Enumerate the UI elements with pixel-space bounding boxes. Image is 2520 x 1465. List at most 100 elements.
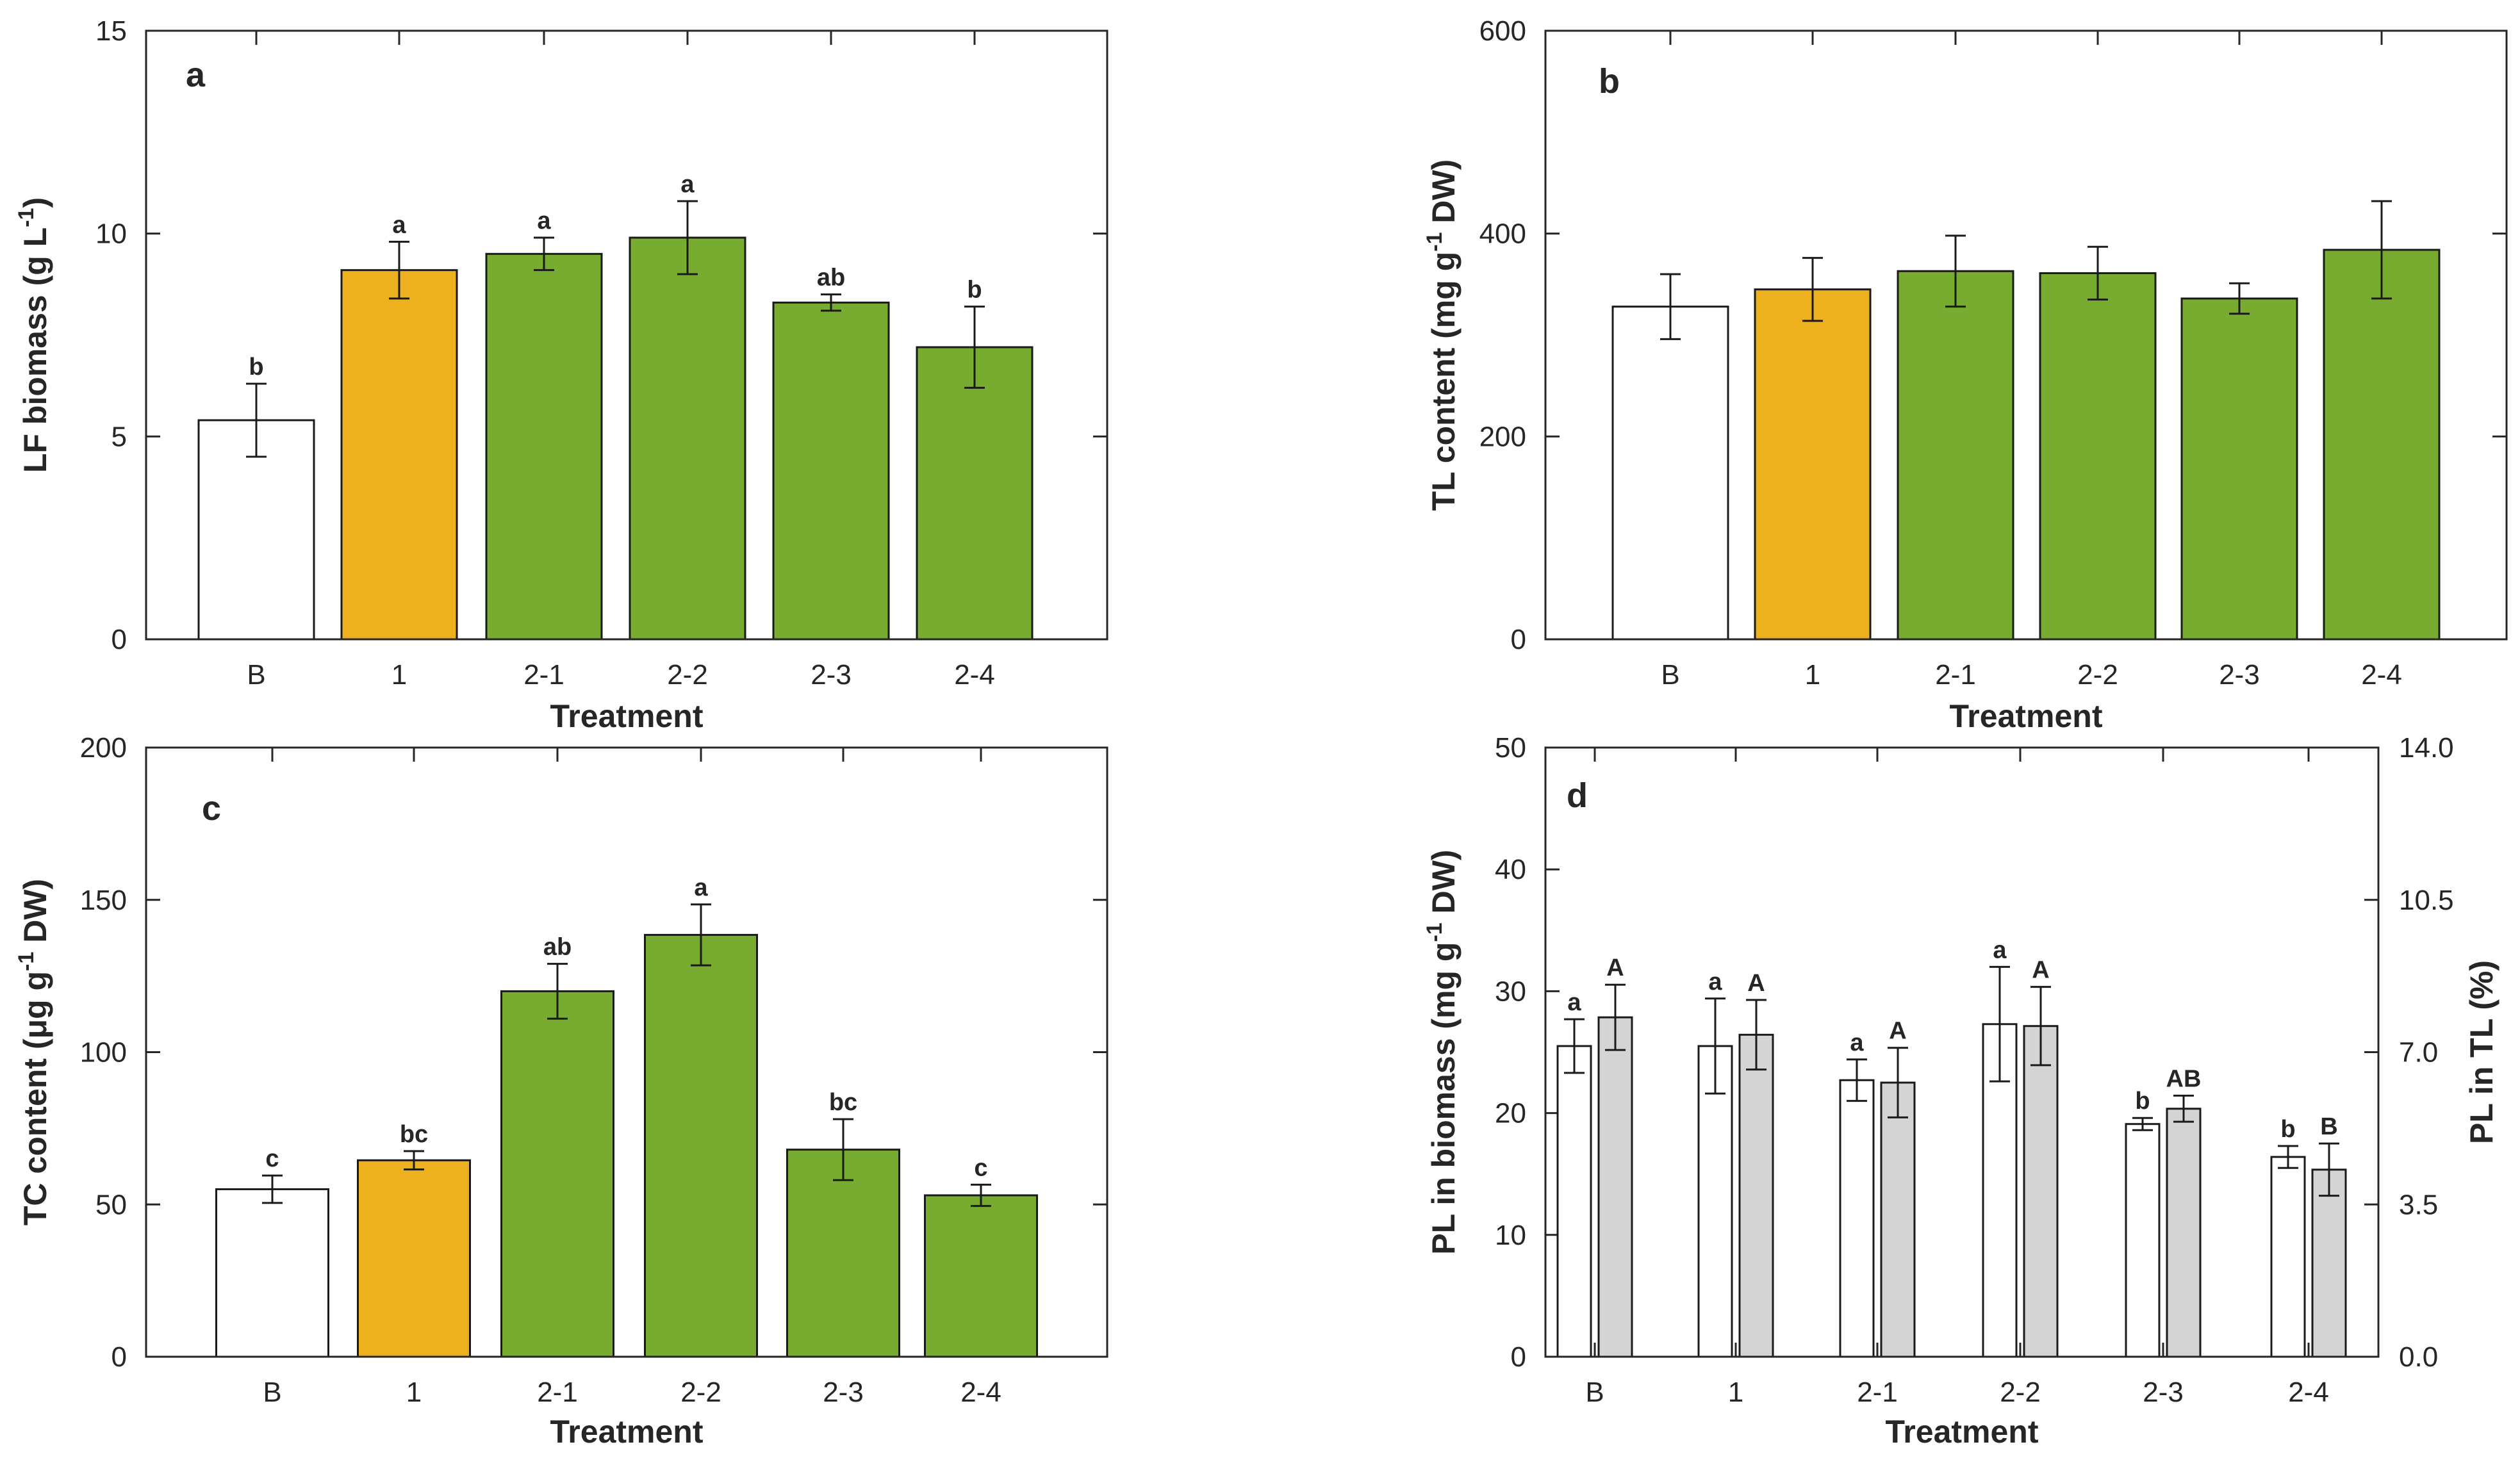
y-axis-title: LF biomass (g L-1)	[14, 197, 53, 473]
y-axis-title-superscript: -1	[14, 952, 38, 971]
significance-label: a	[1850, 1029, 1864, 1056]
significance-label: AB	[2166, 1065, 2202, 1092]
y-tick-label: 30	[1495, 976, 1526, 1007]
panel-letter: d	[1567, 776, 1588, 815]
y-tick-label: 10	[95, 218, 127, 250]
bar-pl-biomass	[1839, 1079, 1875, 1358]
bar-pl-tl	[1880, 1081, 1916, 1358]
y-axis-title: TC content (μg g-1 DW)	[14, 879, 53, 1225]
significance-label: ab	[817, 265, 845, 291]
bar	[500, 990, 614, 1358]
bar	[1897, 270, 2014, 641]
y-axis-title-tail: DW)	[1426, 849, 1462, 922]
bar	[485, 252, 603, 641]
y-tick-label: 100	[80, 1037, 127, 1068]
plot-frame	[1544, 746, 2380, 1358]
y-tick-label: 50	[95, 1189, 127, 1220]
x-tick-label: B	[247, 659, 265, 691]
x-tick-label: 1	[1805, 659, 1820, 691]
bar	[2323, 249, 2441, 641]
x-axis-title: Treatment	[550, 698, 704, 734]
y-tick-label: 0	[1511, 624, 1526, 655]
x-tick-label: 2-4	[954, 659, 995, 691]
panel-d: 0 10 20 30 40 50 0.0 3.5 7.0 10.5 14.0 PL in TL (%)…	[1422, 732, 2499, 1450]
plot-frame	[145, 29, 1108, 641]
bar	[1754, 288, 1872, 641]
y-axis-title-superscript: -1	[1422, 922, 1447, 942]
bar-pl-tl	[2166, 1108, 2202, 1358]
y-axis-title-tail: DW)	[17, 879, 53, 952]
significance-label: a	[1993, 937, 2007, 963]
y-right-tick-label: 0.0	[2399, 1341, 2438, 1373]
y-tick-label: 600	[1479, 15, 1526, 47]
y-axis-title: TL content (mg g-1 DW)	[1422, 160, 1462, 511]
significance-label: c	[265, 1145, 279, 1172]
x-axis-title: Treatment	[1950, 698, 2103, 734]
y-tick-label: 50	[1495, 732, 1526, 764]
significance-label: bc	[829, 1089, 857, 1116]
bar	[772, 301, 890, 641]
significance-label: a	[1708, 969, 1722, 995]
significance-label: a	[537, 208, 551, 234]
y-tick-label: 5	[111, 421, 127, 452]
y-tick-label: 150	[80, 885, 127, 916]
panel-c: 0 50 100 150 200 B 1 2-1 2-2 2-3 2-4 c bc ab a bc c c Trea…	[14, 732, 1108, 1450]
bar-pl-tl	[2311, 1168, 2347, 1358]
y-tick-label: 200	[1479, 421, 1526, 452]
y-axis-title-tail: DW)	[1426, 160, 1462, 233]
plot-frame	[1544, 29, 2508, 641]
significance-label: A	[2032, 957, 2049, 984]
x-tick-label: 2-3	[2143, 1377, 2184, 1408]
x-tick-label: 2-4	[2288, 1377, 2329, 1408]
x-tick-label: 2-3	[811, 659, 852, 691]
y-axis-title: PL in biomass (mg g-1 DW)	[1422, 849, 1462, 1254]
y-right-tick-label: 7.0	[2399, 1037, 2438, 1068]
panel-letter: c	[202, 789, 221, 828]
panel-letter: a	[186, 56, 206, 94]
significance-label: B	[2320, 1113, 2337, 1140]
plot-frame	[145, 746, 1108, 1358]
x-tick-label: B	[263, 1377, 281, 1408]
x-tick-label: 2-4	[960, 1377, 1001, 1408]
bar-pl-tl	[1597, 1016, 1633, 1358]
panel-b: 0 200 400 600 B 1 2-1 2-2 2-3 2-4 b Treatment TL con…	[1422, 15, 2508, 734]
y-axis-title-tail: )	[17, 197, 53, 208]
significance-label: A	[1747, 970, 1765, 997]
bar-pl-tl	[1738, 1033, 1774, 1358]
x-tick-label: 2-2	[2077, 659, 2118, 691]
x-tick-label: 2-1	[537, 1377, 578, 1408]
y-tick-label: 0	[1511, 1341, 1526, 1373]
y-right-tick-label: 14.0	[2399, 732, 2454, 764]
bar	[916, 346, 1034, 641]
x-tick-label: 2-1	[1935, 659, 1976, 691]
x-tick-label: 2-2	[667, 659, 708, 691]
x-axis-title: Treatment	[550, 1414, 704, 1450]
bar	[644, 933, 758, 1358]
x-tick-label: B	[1661, 659, 1679, 691]
y-tick-label: 0	[111, 624, 127, 655]
significance-label: a	[680, 171, 695, 198]
bar	[629, 236, 746, 641]
x-tick-label: 2-3	[823, 1377, 864, 1408]
y-axis-title-superscript: -1	[14, 208, 38, 227]
significance-label: ab	[543, 934, 572, 961]
x-tick-label: 2-1	[1857, 1377, 1898, 1408]
x-tick-label: 1	[406, 1377, 422, 1408]
significance-label: b	[2135, 1088, 2150, 1115]
y-tick-label: 400	[1479, 218, 1526, 250]
significance-label: a	[392, 211, 406, 238]
y-axis-title-main: LF biomass (g L	[17, 227, 53, 473]
y-axis-title-main: PL in biomass (mg g	[1426, 942, 1462, 1255]
panel-letter: b	[1599, 62, 1620, 101]
bar	[340, 269, 458, 641]
bar-pl-tl	[2023, 1025, 2059, 1358]
bar	[2039, 272, 2157, 641]
bar	[1611, 306, 1729, 641]
x-tick-label: 2-3	[2219, 659, 2260, 691]
y-tick-label: 15	[95, 15, 127, 47]
y-axis-title-superscript: -1	[1422, 233, 1447, 252]
significance-label: b	[249, 354, 263, 381]
bar-pl-biomass	[2270, 1156, 2306, 1358]
significance-label: bc	[400, 1121, 428, 1148]
x-tick-label: 1	[1728, 1377, 1743, 1408]
